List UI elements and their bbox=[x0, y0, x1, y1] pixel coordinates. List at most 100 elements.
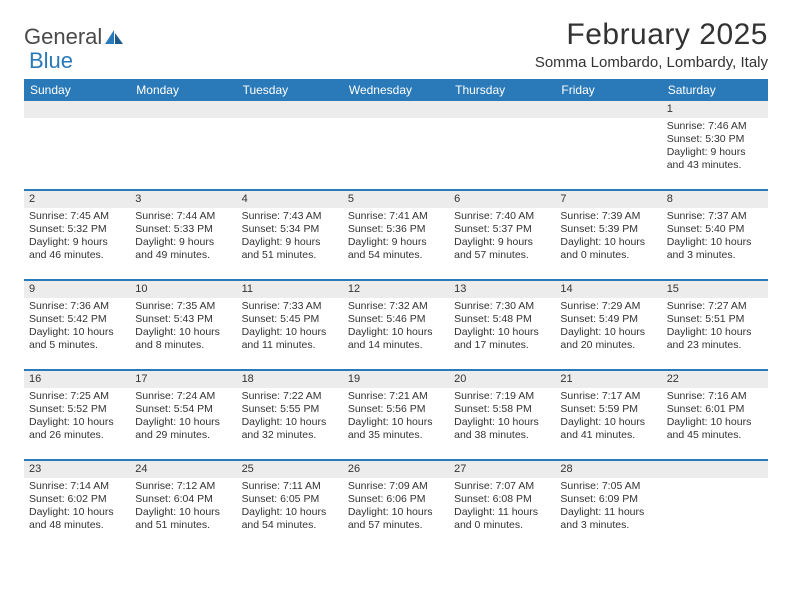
day-details: Sunrise: 7:07 AMSunset: 6:08 PMDaylight:… bbox=[449, 478, 555, 537]
day-details: Sunrise: 7:45 AMSunset: 5:32 PMDaylight:… bbox=[24, 208, 130, 267]
sunset-text: Sunset: 5:33 PM bbox=[135, 223, 231, 236]
weekday-sunday: Sunday bbox=[24, 79, 130, 101]
daylight-text-1: Daylight: 10 hours bbox=[348, 326, 444, 339]
day-details bbox=[449, 118, 555, 124]
day-cell: 13Sunrise: 7:30 AMSunset: 5:48 PMDayligh… bbox=[449, 281, 555, 369]
sunrise-text: Sunrise: 7:45 AM bbox=[29, 210, 125, 223]
daylight-text-1: Daylight: 10 hours bbox=[135, 506, 231, 519]
sunset-text: Sunset: 5:39 PM bbox=[560, 223, 656, 236]
daylight-text-2: and 23 minutes. bbox=[667, 339, 763, 352]
day-number: 20 bbox=[449, 371, 555, 388]
day-cell: 14Sunrise: 7:29 AMSunset: 5:49 PMDayligh… bbox=[555, 281, 661, 369]
daylight-text-2: and 5 minutes. bbox=[29, 339, 125, 352]
daylight-text-1: Daylight: 10 hours bbox=[454, 416, 550, 429]
day-number: 2 bbox=[24, 191, 130, 208]
sunrise-text: Sunrise: 7:24 AM bbox=[135, 390, 231, 403]
daylight-text-1: Daylight: 9 hours bbox=[242, 236, 338, 249]
daylight-text-1: Daylight: 10 hours bbox=[242, 506, 338, 519]
daylight-text-2: and 54 minutes. bbox=[348, 249, 444, 262]
sunrise-text: Sunrise: 7:12 AM bbox=[135, 480, 231, 493]
daylight-text-1: Daylight: 10 hours bbox=[135, 416, 231, 429]
sunset-text: Sunset: 5:56 PM bbox=[348, 403, 444, 416]
sunrise-text: Sunrise: 7:36 AM bbox=[29, 300, 125, 313]
daylight-text-1: Daylight: 10 hours bbox=[348, 416, 444, 429]
day-details: Sunrise: 7:24 AMSunset: 5:54 PMDaylight:… bbox=[130, 388, 236, 447]
weekday-header-row: Sunday Monday Tuesday Wednesday Thursday… bbox=[24, 79, 768, 101]
sunrise-text: Sunrise: 7:46 AM bbox=[667, 120, 763, 133]
daylight-text-1: Daylight: 10 hours bbox=[667, 236, 763, 249]
day-number: 26 bbox=[343, 461, 449, 478]
day-details: Sunrise: 7:12 AMSunset: 6:04 PMDaylight:… bbox=[130, 478, 236, 537]
day-details bbox=[130, 118, 236, 124]
sunrise-text: Sunrise: 7:44 AM bbox=[135, 210, 231, 223]
day-cell: 27Sunrise: 7:07 AMSunset: 6:08 PMDayligh… bbox=[449, 461, 555, 549]
daylight-text-1: Daylight: 10 hours bbox=[667, 326, 763, 339]
day-number: 15 bbox=[662, 281, 768, 298]
sunrise-text: Sunrise: 7:41 AM bbox=[348, 210, 444, 223]
sunset-text: Sunset: 5:37 PM bbox=[454, 223, 550, 236]
day-number bbox=[343, 101, 449, 118]
day-details: Sunrise: 7:22 AMSunset: 5:55 PMDaylight:… bbox=[237, 388, 343, 447]
sunrise-text: Sunrise: 7:11 AM bbox=[242, 480, 338, 493]
day-number: 16 bbox=[24, 371, 130, 388]
daylight-text-1: Daylight: 10 hours bbox=[242, 416, 338, 429]
day-number: 13 bbox=[449, 281, 555, 298]
day-cell: 10Sunrise: 7:35 AMSunset: 5:43 PMDayligh… bbox=[130, 281, 236, 369]
day-details: Sunrise: 7:37 AMSunset: 5:40 PMDaylight:… bbox=[662, 208, 768, 267]
weekday-thursday: Thursday bbox=[449, 79, 555, 101]
daylight-text-2: and 45 minutes. bbox=[667, 429, 763, 442]
daylight-text-2: and 48 minutes. bbox=[29, 519, 125, 532]
weeks-container: 1Sunrise: 7:46 AMSunset: 5:30 PMDaylight… bbox=[24, 101, 768, 549]
daylight-text-1: Daylight: 10 hours bbox=[29, 506, 125, 519]
day-number: 28 bbox=[555, 461, 661, 478]
daylight-text-1: Daylight: 10 hours bbox=[560, 416, 656, 429]
day-details: Sunrise: 7:41 AMSunset: 5:36 PMDaylight:… bbox=[343, 208, 449, 267]
sunrise-text: Sunrise: 7:29 AM bbox=[560, 300, 656, 313]
sunset-text: Sunset: 5:40 PM bbox=[667, 223, 763, 236]
day-cell: 15Sunrise: 7:27 AMSunset: 5:51 PMDayligh… bbox=[662, 281, 768, 369]
calendar-page: General February 2025 Somma Lombardo, Lo… bbox=[0, 0, 792, 559]
daylight-text-2: and 8 minutes. bbox=[135, 339, 231, 352]
day-cell: 17Sunrise: 7:24 AMSunset: 5:54 PMDayligh… bbox=[130, 371, 236, 459]
daylight-text-2: and 35 minutes. bbox=[348, 429, 444, 442]
daylight-text-2: and 38 minutes. bbox=[454, 429, 550, 442]
weekday-friday: Friday bbox=[555, 79, 661, 101]
day-details: Sunrise: 7:11 AMSunset: 6:05 PMDaylight:… bbox=[237, 478, 343, 537]
day-number: 5 bbox=[343, 191, 449, 208]
day-details: Sunrise: 7:36 AMSunset: 5:42 PMDaylight:… bbox=[24, 298, 130, 357]
sunrise-text: Sunrise: 7:40 AM bbox=[454, 210, 550, 223]
week-row: 2Sunrise: 7:45 AMSunset: 5:32 PMDaylight… bbox=[24, 191, 768, 281]
day-cell: 1Sunrise: 7:46 AMSunset: 5:30 PMDaylight… bbox=[662, 101, 768, 189]
location: Somma Lombardo, Lombardy, Italy bbox=[535, 54, 768, 71]
daylight-text-2: and 57 minutes. bbox=[454, 249, 550, 262]
sunset-text: Sunset: 6:09 PM bbox=[560, 493, 656, 506]
day-number: 14 bbox=[555, 281, 661, 298]
day-cell bbox=[130, 101, 236, 189]
daylight-text-1: Daylight: 10 hours bbox=[667, 416, 763, 429]
calendar: Sunday Monday Tuesday Wednesday Thursday… bbox=[24, 79, 768, 549]
day-number: 9 bbox=[24, 281, 130, 298]
day-details: Sunrise: 7:33 AMSunset: 5:45 PMDaylight:… bbox=[237, 298, 343, 357]
daylight-text-2: and 43 minutes. bbox=[667, 159, 763, 172]
day-details: Sunrise: 7:19 AMSunset: 5:58 PMDaylight:… bbox=[449, 388, 555, 447]
day-number: 24 bbox=[130, 461, 236, 478]
day-number: 27 bbox=[449, 461, 555, 478]
daylight-text-1: Daylight: 11 hours bbox=[454, 506, 550, 519]
day-cell: 25Sunrise: 7:11 AMSunset: 6:05 PMDayligh… bbox=[237, 461, 343, 549]
day-details bbox=[24, 118, 130, 124]
logo: General bbox=[24, 18, 124, 50]
day-cell: 8Sunrise: 7:37 AMSunset: 5:40 PMDaylight… bbox=[662, 191, 768, 279]
day-cell: 7Sunrise: 7:39 AMSunset: 5:39 PMDaylight… bbox=[555, 191, 661, 279]
daylight-text-2: and 20 minutes. bbox=[560, 339, 656, 352]
day-details bbox=[343, 118, 449, 124]
weekday-monday: Monday bbox=[130, 79, 236, 101]
day-details: Sunrise: 7:44 AMSunset: 5:33 PMDaylight:… bbox=[130, 208, 236, 267]
day-details: Sunrise: 7:27 AMSunset: 5:51 PMDaylight:… bbox=[662, 298, 768, 357]
day-number: 21 bbox=[555, 371, 661, 388]
sunrise-text: Sunrise: 7:05 AM bbox=[560, 480, 656, 493]
sunset-text: Sunset: 5:58 PM bbox=[454, 403, 550, 416]
sunrise-text: Sunrise: 7:30 AM bbox=[454, 300, 550, 313]
daylight-text-1: Daylight: 10 hours bbox=[560, 326, 656, 339]
day-number: 23 bbox=[24, 461, 130, 478]
sunrise-text: Sunrise: 7:39 AM bbox=[560, 210, 656, 223]
